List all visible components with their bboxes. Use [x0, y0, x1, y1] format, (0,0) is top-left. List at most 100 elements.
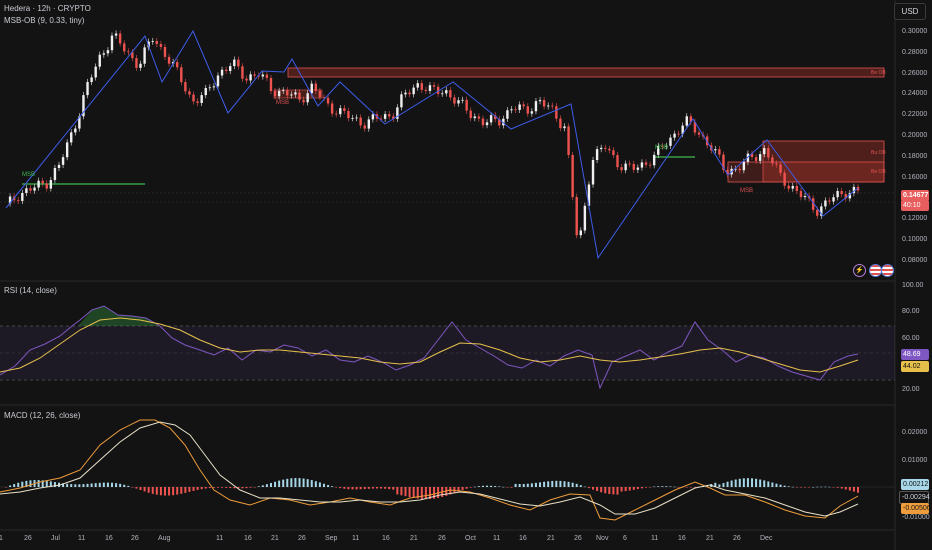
macd-hist-bar	[286, 478, 289, 487]
macd-hist-bar	[653, 486, 656, 488]
macd-hist-bar	[408, 487, 411, 498]
macd-hist-bar	[335, 487, 338, 488]
macd-hist-bar	[808, 487, 811, 488]
macd-hist-bar	[624, 487, 627, 492]
macd-hist-bar	[783, 485, 786, 487]
candle-body	[392, 116, 395, 119]
macd-hist-bar	[620, 487, 623, 492]
macd-hist-bar	[359, 487, 362, 490]
macd-hist-bar	[180, 487, 183, 494]
rsi-axis-tick: 60.00	[902, 335, 920, 342]
candle-body	[118, 33, 122, 44]
candle-body	[510, 109, 513, 111]
candle-body	[21, 192, 24, 201]
macd-hist-bar	[828, 486, 831, 488]
candle-body	[799, 190, 803, 198]
macd-hist-bar	[318, 482, 321, 487]
candle-body	[856, 186, 860, 191]
candle-body	[25, 188, 28, 193]
macd-hist-bar	[714, 482, 717, 487]
lightning-icon[interactable]: ⚡	[853, 264, 866, 277]
macd-hist-bar	[233, 487, 236, 489]
macd-hist-bar	[494, 486, 497, 487]
time-axis-tick: 21	[706, 535, 714, 542]
macd-axis-tick: 0.01000	[902, 457, 928, 464]
candle-body	[45, 183, 48, 189]
macd-hist-bar	[820, 486, 823, 488]
candle-body	[339, 108, 342, 115]
macd-hist-bar	[86, 483, 89, 487]
macd-hist-bar	[298, 478, 301, 487]
bullish-ob	[727, 161, 885, 183]
rsi-overbought-fill	[78, 306, 160, 326]
candle-body	[763, 148, 766, 155]
macd-hist-bar	[127, 485, 130, 487]
candle-body	[661, 145, 664, 147]
candle-body	[90, 77, 93, 83]
price-axis-tick: 0.20000	[902, 132, 928, 139]
macd-hist-bar	[645, 487, 648, 488]
macd-hist-bar	[90, 483, 93, 487]
macd-hist-bar	[351, 487, 354, 490]
macd-hist-bar	[428, 487, 431, 500]
candle-body	[241, 66, 244, 79]
time-axis-tick: 11	[78, 535, 86, 542]
macd-hist-bar	[339, 487, 342, 489]
macd-line	[0, 419, 859, 521]
macd-hist-bar	[168, 487, 171, 496]
macd-hist-bar	[465, 487, 468, 489]
macd-hist-bar	[477, 486, 480, 487]
macd-hist-bar	[331, 486, 334, 487]
candle-body	[49, 180, 53, 189]
macd-hist-bar	[310, 480, 313, 487]
candle-body	[587, 184, 591, 206]
macd-hist-bar	[551, 480, 554, 487]
bearish-ob-top	[287, 67, 885, 78]
currency-button[interactable]: USD	[894, 3, 926, 20]
macd-hist-bar	[216, 487, 219, 488]
candle-body	[848, 193, 852, 199]
candle-body	[534, 101, 538, 112]
candle-body	[290, 94, 293, 96]
macd-hist-bar	[543, 481, 546, 487]
macd-hist-bar	[347, 487, 350, 490]
candle-body	[828, 200, 831, 202]
macd-hist-bar	[151, 487, 154, 494]
macd-hist-bar	[45, 480, 48, 487]
candle-body	[559, 118, 562, 129]
candle-body	[37, 180, 40, 188]
macd-hist-bar	[852, 487, 855, 492]
macd-hist-bar	[677, 487, 680, 488]
time-axis-tick: 21	[547, 535, 555, 542]
macd-hist-bar	[225, 487, 228, 488]
macd-hist-bar	[208, 487, 211, 489]
macd-title[interactable]: MACD (12, 26, close)	[4, 411, 81, 420]
candle-body	[457, 100, 460, 104]
msb-box	[273, 89, 323, 99]
time-axis-tick: 16	[105, 535, 113, 542]
macd-hist-bar	[771, 482, 774, 487]
time-axis-tick: Aug	[158, 535, 171, 542]
candle-body	[86, 82, 89, 96]
macd-hist-bar	[241, 487, 244, 489]
rsi-title[interactable]: RSI (14, close)	[4, 286, 57, 295]
macd-hist-bar	[848, 487, 851, 491]
candle-body	[265, 74, 269, 78]
price-axis-tick: 0.16000	[902, 173, 928, 181]
indicator-label[interactable]: MSB-OB (9, 0.33, tiny)	[4, 16, 85, 25]
candle-body	[216, 75, 220, 87]
macd-hist-bar	[816, 486, 819, 488]
us-flag-icon[interactable]	[881, 264, 894, 277]
candle-body	[33, 187, 36, 191]
macd-hist-bar	[74, 484, 77, 487]
candle-body	[253, 74, 256, 76]
candle-body	[400, 94, 403, 108]
macd-hist-bar	[502, 486, 505, 488]
bu-ob-label: Bu OB	[871, 150, 886, 156]
candle-body	[685, 116, 688, 126]
candle-body	[779, 164, 782, 173]
macd-hist-bar	[600, 487, 603, 493]
candle-body	[82, 95, 85, 117]
signal-tag: -0.00506	[901, 503, 931, 514]
